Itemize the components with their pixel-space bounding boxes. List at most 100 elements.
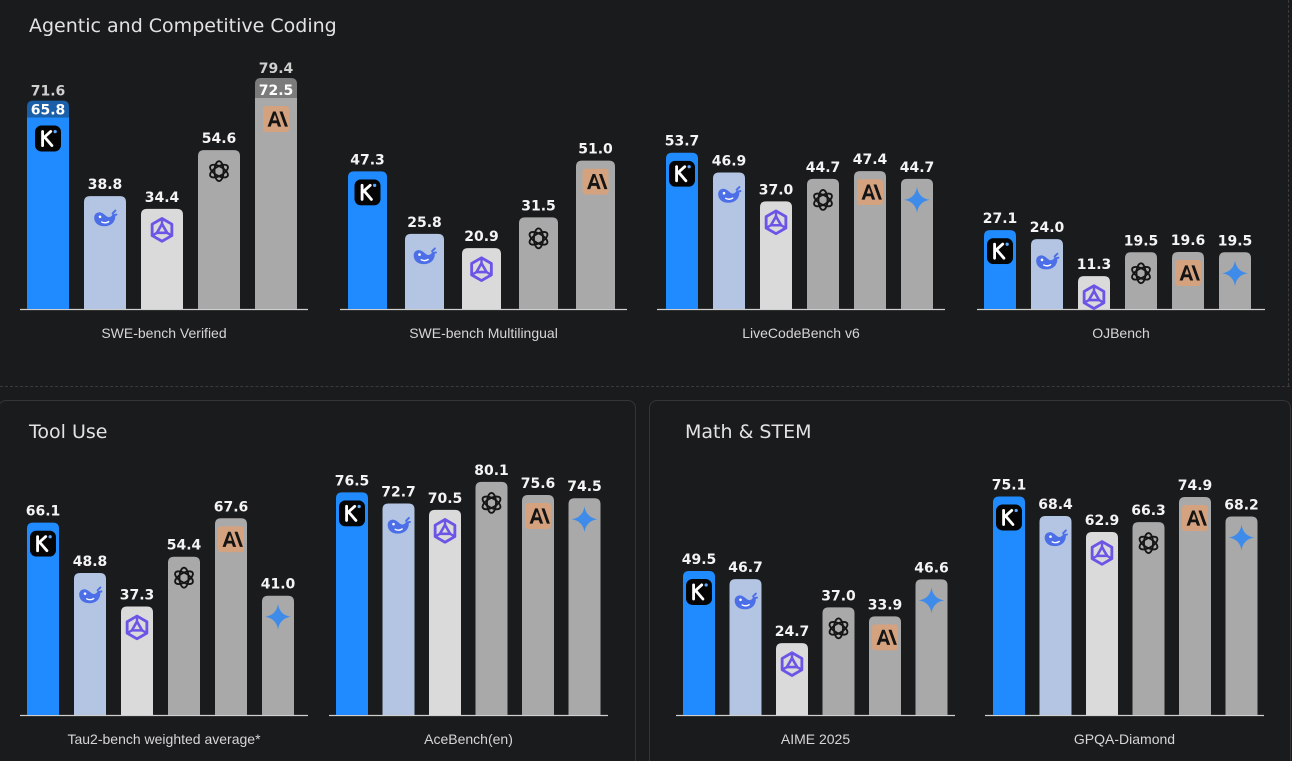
math-panel: [649, 400, 1291, 761]
value-label: 37.0: [821, 588, 856, 604]
bar-openai: [1125, 252, 1157, 309]
section-title-math: Math & STEM: [685, 421, 812, 443]
value-label: 62.9: [1085, 513, 1120, 529]
value-label: 54.6: [202, 131, 237, 147]
bar-openai: [519, 217, 558, 309]
value-label: 11.3: [1077, 257, 1112, 273]
kimi-k-icon: [35, 125, 61, 152]
bar-deepseek: [729, 579, 762, 715]
section-divider-right: [1288, 0, 1289, 386]
anthropic-logo-icon: [525, 503, 551, 530]
kimi-k-icon: [996, 504, 1022, 531]
value-label: 33.9: [868, 597, 903, 613]
value-label: 37.3: [120, 587, 155, 603]
value-label: 47.4: [853, 152, 888, 168]
bar-anthropic: [854, 171, 886, 309]
bar-kimi: [348, 171, 387, 309]
chart-livecodebench-v6: 53.7 46.9 37.0 44.7 47.4 44.7 LiveCodeBench v6: [657, 134, 945, 341]
value-label: 46.9: [712, 154, 747, 170]
value-label: 49.5: [682, 552, 717, 568]
value-label: 72.5: [259, 83, 294, 99]
bar-deepseek: [382, 503, 415, 715]
value-label: 80.1: [474, 463, 509, 479]
value-label: 65.8: [31, 103, 66, 119]
value-label: 74.5: [567, 479, 602, 495]
bar-openai: [475, 481, 508, 715]
bar-kimi: [27, 522, 59, 715]
value-label: 76.5: [335, 473, 370, 489]
bar-gemini: [901, 178, 933, 309]
kimi-k-icon: [987, 238, 1013, 265]
benchmark-label: AIME 2025: [781, 731, 850, 747]
anthropic-logo-icon: [872, 624, 898, 651]
chart-swe-bench-multilingual: 47.3 25.8 20.9 31.5 51.0 SWE-bench Multilingu…: [340, 142, 627, 341]
bar-deepseek: [74, 572, 106, 715]
value-label: 44.7: [806, 160, 841, 176]
bar-anthropic: [215, 518, 247, 715]
value-label: 41.0: [261, 577, 296, 593]
bar-gemini: [1225, 516, 1258, 715]
value-label-upper: 71.6: [31, 84, 66, 100]
section-title-tool-use: Tool Use: [29, 421, 108, 443]
value-label: 47.3: [350, 152, 385, 168]
chart-tau2-bench-weighted-average: 66.1 48.8 37.3 54.4 67.6 41.0 Tau2-bench weigh…: [20, 499, 308, 747]
value-label: 24.0: [1030, 220, 1065, 236]
anthropic-logo-icon: [582, 168, 609, 195]
value-label: 19.5: [1124, 233, 1159, 249]
section-title-coding: Agentic and Competitive Coding: [29, 15, 337, 37]
value-label: 70.5: [428, 491, 463, 507]
anthropic-logo-icon: [263, 106, 289, 133]
value-label: 72.7: [381, 484, 416, 500]
bar-kimi: [993, 496, 1025, 715]
value-label: 38.8: [88, 177, 123, 193]
bar-deepseek: [1031, 239, 1063, 309]
chart-ojbench: 27.1 24.0 11.3 19.5 19.6 19.5 OJBench: [977, 211, 1265, 341]
value-label: 67.6: [214, 499, 249, 515]
bar-kimi: [666, 152, 698, 309]
bar-deepseek: [713, 172, 745, 309]
chart-gpqa-diamond: 75.1 68.4 62.9 66.3 74.9 68.2 GPQA-Diamond: [985, 477, 1264, 747]
bar-openai: [1132, 522, 1165, 715]
bar-gemini: [262, 595, 294, 715]
benchmark-label: OJBench: [1092, 325, 1150, 341]
value-label: 19.5: [1218, 233, 1253, 249]
bar-kimi: [336, 492, 368, 715]
value-label: 37.0: [759, 182, 794, 198]
anthropic-logo-icon: [1175, 259, 1201, 286]
value-label: 68.4: [1038, 497, 1073, 513]
value-label: 48.8: [73, 554, 108, 570]
bar-openai: [807, 178, 839, 309]
value-label: 34.4: [145, 190, 180, 206]
bar-anthropic: [1179, 497, 1211, 715]
tool-use-panel: [0, 400, 636, 761]
bar-qwen: [429, 509, 461, 715]
bar-anthropic: [522, 495, 554, 715]
bar-anthropic: [255, 98, 297, 310]
benchmark-label: Tau2-bench weighted average*: [67, 731, 261, 747]
section-divider: [0, 386, 1290, 387]
value-label: 51.0: [578, 142, 613, 158]
bar-anthropic: [576, 160, 615, 309]
value-label: 53.7: [665, 134, 700, 150]
value-label: 46.7: [728, 560, 763, 576]
bar-gemini: [568, 498, 601, 715]
bar-qwen: [776, 643, 808, 715]
bar-kimi: [683, 570, 715, 715]
bar-openai: [168, 556, 200, 715]
chart-acebench-en: 76.5 72.7 70.5 80.1 75.6 74.5 AceBench(en): [329, 463, 608, 747]
bar-qwen: [1086, 531, 1118, 715]
value-label: 31.5: [521, 198, 556, 214]
bar-deepseek: [1039, 515, 1072, 715]
value-label: 19.6: [1171, 233, 1206, 249]
kimi-k-icon: [339, 500, 365, 527]
anthropic-logo-icon: [1182, 505, 1208, 532]
value-label: 66.3: [1131, 503, 1166, 519]
bar-deepseek: [405, 233, 444, 309]
value-label: 20.9: [464, 229, 499, 245]
benchmark-label: LiveCodeBench v6: [742, 325, 860, 341]
value-label: 74.9: [1178, 478, 1213, 494]
chart-swe-bench-verified: 71.6 65.8 38.8 34.4 54.6 79.4 72.5 SWE-bench Ve…: [20, 61, 308, 341]
value-label: 66.1: [26, 504, 61, 520]
bar-gemini: [915, 579, 948, 715]
